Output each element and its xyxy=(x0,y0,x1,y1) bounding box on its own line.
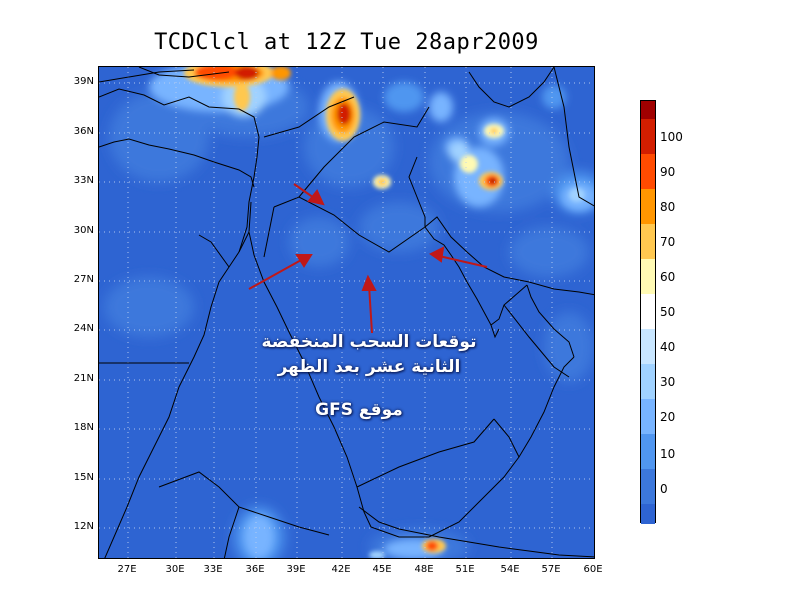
colorbar-label: 30 xyxy=(660,375,676,389)
colorbar-label: 90 xyxy=(660,165,676,179)
colorbar-label: 60 xyxy=(660,270,676,284)
colorbar-label: 80 xyxy=(660,200,676,214)
map-title: TCDClcl at 12Z Tue 28apr2009 xyxy=(154,30,539,55)
map-area: توقعات السحب المنخفضة الثانية عشر بعد ال… xyxy=(98,66,595,559)
arrow-west xyxy=(248,258,304,290)
coastlines-borders xyxy=(99,67,594,558)
arrow-head-center xyxy=(361,274,377,291)
colorbar-segment xyxy=(641,364,655,399)
colorbar-label: 20 xyxy=(660,410,676,424)
arrow-head-gulf xyxy=(429,246,445,263)
colorbar-label: 50 xyxy=(660,305,676,319)
lat-label: 18N xyxy=(73,422,94,433)
colorbar-segment xyxy=(641,434,655,469)
arrow-gulf xyxy=(438,255,488,268)
colorbar-segment xyxy=(641,504,655,524)
lat-label: 30N xyxy=(73,225,94,236)
lat-label: 15N xyxy=(73,472,94,483)
colorbar-segment xyxy=(641,189,655,224)
colorbar-segment xyxy=(641,294,655,329)
colorbar xyxy=(640,100,656,524)
colorbar-label: 40 xyxy=(660,340,676,354)
arrow-center xyxy=(368,284,373,334)
lon-label: 39E xyxy=(286,564,306,575)
lat-label: 24N xyxy=(73,323,94,334)
colorbar-segment xyxy=(641,119,655,154)
annotation-line1: توقعات السحب المنخفضة xyxy=(261,332,477,352)
lon-label: 36E xyxy=(245,564,265,575)
map-svg xyxy=(99,67,594,558)
lon-label: 30E xyxy=(165,564,185,575)
lat-label: 39N xyxy=(73,76,94,87)
annotation-line3: موقع GFS xyxy=(315,400,403,420)
lat-label: 36N xyxy=(73,126,94,137)
forecast-arrows xyxy=(248,183,488,334)
grid-lines xyxy=(99,67,594,558)
colorbar-label: 10 xyxy=(660,447,676,461)
arrow-head-iraq xyxy=(307,189,325,206)
colorbar-segment xyxy=(641,224,655,259)
colorbar-label: 70 xyxy=(660,235,676,249)
lon-label: 45E xyxy=(372,564,392,575)
arrow-head-west xyxy=(295,254,313,268)
lon-label: 48E xyxy=(414,564,434,575)
colorbar-label: 0 xyxy=(660,482,668,496)
colorbar-segment xyxy=(641,154,655,189)
lon-label: 57E xyxy=(541,564,561,575)
lon-label: 51E xyxy=(455,564,475,575)
lon-label: 33E xyxy=(203,564,223,575)
lon-label: 54E xyxy=(500,564,520,575)
lon-label: 27E xyxy=(117,564,137,575)
lat-label: 33N xyxy=(73,175,94,186)
colorbar-segment xyxy=(641,101,655,119)
colorbar-segment xyxy=(641,399,655,434)
lon-label: 60E xyxy=(583,564,603,575)
lat-label: 21N xyxy=(73,373,94,384)
colorbar-segment xyxy=(641,469,655,504)
colorbar-segment xyxy=(641,329,655,364)
lon-label: 42E xyxy=(331,564,351,575)
lat-label: 27N xyxy=(73,274,94,285)
annotation-line2: الثانية عشر بعد الظهر xyxy=(277,357,461,377)
lat-label: 12N xyxy=(73,521,94,532)
colorbar-label: 100 xyxy=(660,130,683,144)
colorbar-segment xyxy=(641,259,655,294)
